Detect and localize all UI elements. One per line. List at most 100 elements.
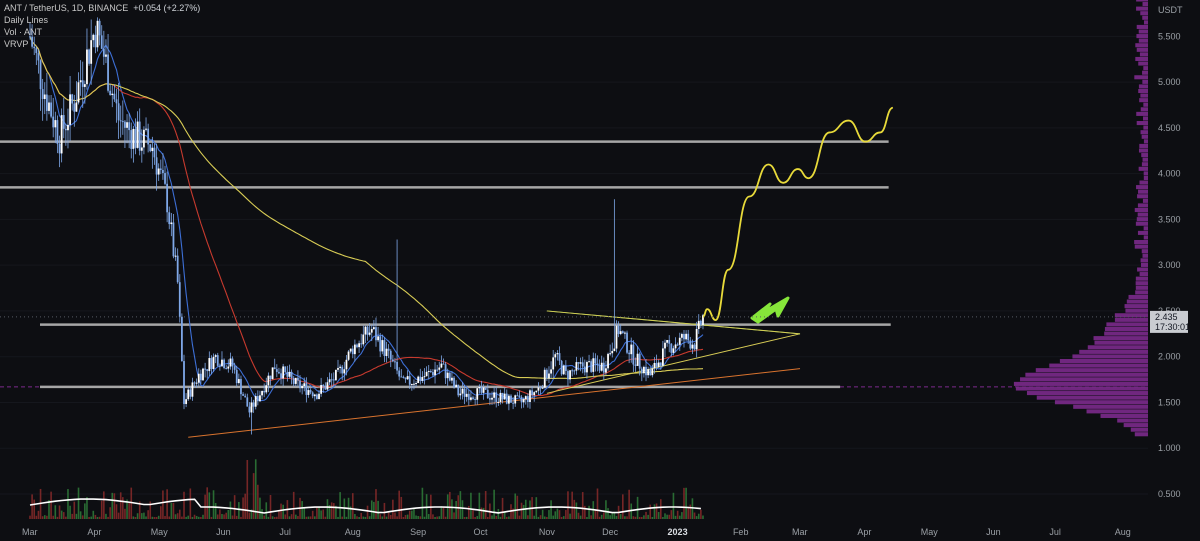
candle-body [465,393,468,397]
volume-bar [662,516,664,519]
volume-bar [691,498,694,519]
candle-body [476,388,479,400]
volume-bar [358,516,360,519]
volume-bar [335,505,337,519]
candle-body [39,60,42,90]
candle-body [387,348,390,351]
volume-profile-row [1135,281,1148,286]
candle-body [140,147,143,151]
volume-bar [43,515,46,519]
volume-profile-row [1137,230,1148,235]
candle-body [170,222,173,225]
candle-body [362,334,365,345]
volume-bar [292,491,295,519]
candle-body [204,368,207,370]
candle-body [415,383,417,385]
candle-body [138,121,141,151]
candle-body [242,394,244,396]
volume-bar [37,510,40,519]
candle-body [328,379,331,383]
volume-bar [560,516,563,519]
indicator-vrvp[interactable]: VRVP [4,39,29,49]
x-tick-label: Aug [1115,527,1131,537]
candle-body [102,48,105,57]
volume-bar [233,495,236,519]
volume-bar [65,516,67,519]
candle-body [558,353,561,361]
volume-bar [603,512,605,519]
volume-profile-row [1087,345,1148,350]
candle-body [197,373,200,383]
volume-profile-row [1138,61,1148,66]
candle-body [470,397,472,400]
volume-bar [565,510,567,519]
candle-body [482,387,485,393]
candle-body [178,282,181,317]
volume-profile-row [1138,29,1148,34]
volume-profile-row [1106,322,1148,327]
x-tick-label: 2023 [668,527,688,537]
candle-body [541,387,544,389]
volume-bar [619,514,622,519]
candle-body [244,395,247,398]
candle-body [478,387,481,389]
candle-body [292,378,295,384]
volume-bar [499,516,502,519]
indicator-volume[interactable]: Vol · ANT [4,27,43,37]
candle-body [313,394,316,397]
volume-bar [584,505,586,519]
volume-bar [122,497,124,519]
volume-bar [455,500,457,519]
candle-body [670,343,673,353]
volume-bar [54,505,57,519]
volume-profile-row [1141,153,1148,158]
volume-bar [649,504,652,519]
candle-body [647,369,650,376]
candle-body [307,390,310,395]
volume-bar [200,516,202,519]
candle-body [503,393,506,400]
candle-body [214,355,217,357]
symbol-title: ANT / TetherUS, 1D, BINANCE [4,3,129,13]
volume-profile-row [1020,377,1148,382]
candle-body [193,382,196,384]
candle-body [695,329,698,350]
volume-profile-row [1086,409,1148,414]
volume-bar [269,494,272,519]
y-axis-unit: USDT [1158,5,1183,15]
candle-body [364,326,367,335]
volume-profile-row [1140,11,1148,16]
candle-body [67,124,69,131]
volume-bar [613,512,616,519]
volume-profile-row [1143,116,1148,121]
volume-profile-row [1128,294,1148,299]
volume-profile-row [1142,70,1148,75]
candle-body [609,353,612,355]
candles [29,17,704,435]
volume-bar [432,514,434,519]
volume-bar [143,512,145,519]
volume-profile-row [1142,198,1148,203]
candle-body [569,370,571,380]
indicator-daily-lines[interactable]: Daily Lines [4,15,49,25]
candle-body [132,128,135,149]
candle-body [309,390,312,393]
volume-bar [77,487,80,519]
candle-body [429,371,432,373]
time-axis[interactable]: Mar Apr May Jun Jul Aug Sep Oct Nov Dec 2023 Feb Mar… [22,527,1131,537]
volume-profile-row [1136,47,1148,52]
volume-bar [328,505,331,519]
volume-bar [554,511,557,519]
candle-body [54,120,57,128]
volume-bar [402,516,405,519]
volume-profile-row [1138,38,1148,43]
volume-bar [670,510,673,519]
candle-body [62,115,65,129]
candle-body [159,168,162,170]
volume-bar [546,516,548,519]
candle-body [75,102,78,112]
symbol-header[interactable]: ANT / TetherUS, 1D, BINANCE +0.054 (+2.2… [4,3,200,13]
